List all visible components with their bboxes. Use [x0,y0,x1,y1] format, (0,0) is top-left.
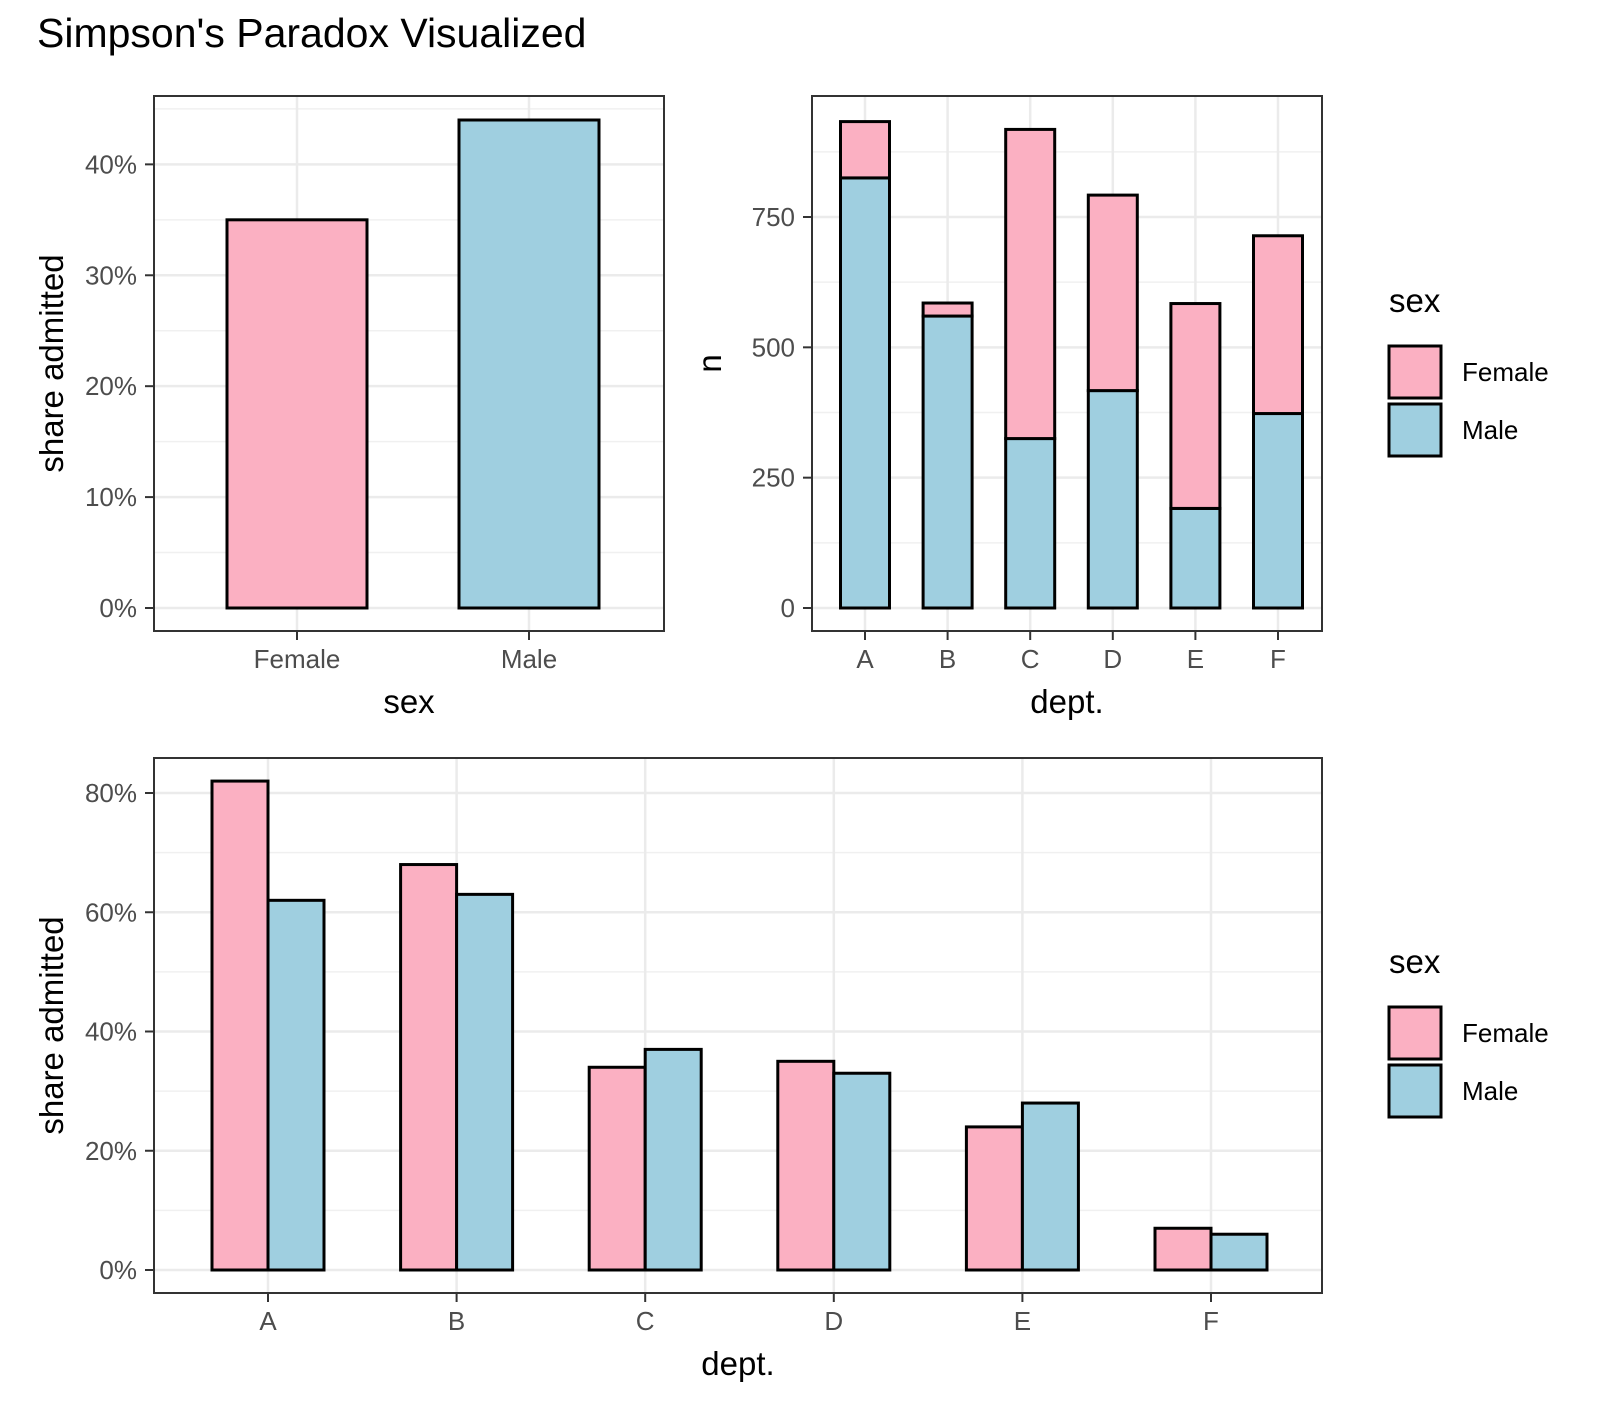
bar-male-D [832,1071,892,1272]
bar-male-D [1086,389,1139,610]
bar-male-F [1209,1232,1269,1272]
bar-male-A [266,898,326,1272]
y-tick-label: 750 [752,202,795,232]
x-tick-label: D [1103,644,1122,674]
bar-female-D [1086,193,1139,393]
x-tick-label: Male [501,644,557,674]
legend-key-male [1387,402,1443,458]
legend-key-female [1387,344,1443,400]
bar-female-D [776,1059,836,1272]
bar-male-E [1169,506,1222,610]
bar-female-A [839,120,891,180]
panel-1: 0% 10% 20% 30% 40% Female Male sex share admitte… [33,95,665,720]
x-tick-label: F [1270,644,1286,674]
y-tick-label: 20% [85,371,137,401]
page-title: Simpson's Paradox Visualized [37,10,587,56]
bar-female-B [921,301,974,318]
bar-female-F [1153,1226,1213,1272]
x-axis-title: dept. [1030,683,1103,720]
bar-male-C [643,1047,703,1272]
legend-title: sex [1389,943,1441,980]
y-tick-label: 250 [752,463,795,493]
bar-female-E [964,1125,1024,1272]
y-tick-label: 40% [85,149,137,179]
y-tick-label: 0% [99,1255,137,1285]
x-axis-title: sex [383,683,435,720]
y-tick-label: 0 [781,593,795,623]
x-tick-label: A [856,644,874,674]
bar-male-B [455,892,515,1272]
legend-key-male [1387,1063,1443,1119]
bar-female [225,218,369,610]
y-tick-label: 20% [85,1136,137,1166]
bar-male-C [1004,437,1057,610]
legend-label: Male [1462,1076,1518,1106]
x-tick-label: A [259,1306,277,1336]
x-tick-label: E [1014,1306,1031,1336]
bar-female-C [587,1065,647,1272]
bar-female-C [1004,127,1057,441]
x-tick-label: B [448,1306,465,1336]
bar-female-E [1169,302,1222,510]
y-tick-label: 0% [99,593,137,623]
legend-label: Female [1462,357,1549,387]
y-axis-title: n [691,354,728,372]
legend-label: Male [1462,415,1518,445]
y-axis-title: share admitted [33,254,70,472]
legend-key-female [1387,1005,1443,1061]
x-tick-label: E [1187,644,1204,674]
y-tick-label: 500 [752,332,795,362]
x-tick-label: B [939,644,956,674]
x-tick-label: C [636,1306,655,1336]
bar-female-B [399,863,459,1272]
panel-border [153,757,1323,1294]
bar-male [457,118,601,610]
bar-female-A [210,779,270,1272]
x-tick-label: D [824,1306,843,1336]
x-tick-label: Female [254,644,341,674]
bar-male-B [921,314,974,610]
y-axis-title: share admitted [33,916,70,1134]
bar-male-A [839,176,891,610]
bar-male-F [1252,412,1304,610]
panel-border [811,95,1323,632]
x-axis-title: dept. [701,1345,774,1382]
y-tick-label: 80% [85,778,137,808]
legend-title: sex [1389,282,1441,319]
bar-male-E [1020,1101,1080,1272]
bar-female-F [1252,234,1304,416]
legend-label: Female [1462,1018,1549,1048]
x-tick-label: C [1021,644,1040,674]
y-tick-label: 30% [85,260,137,290]
y-tick-label: 40% [85,1017,137,1047]
panel-border [153,95,665,632]
y-tick-label: 60% [85,897,137,927]
y-tick-label: 10% [85,482,137,512]
x-tick-label: F [1203,1306,1219,1336]
